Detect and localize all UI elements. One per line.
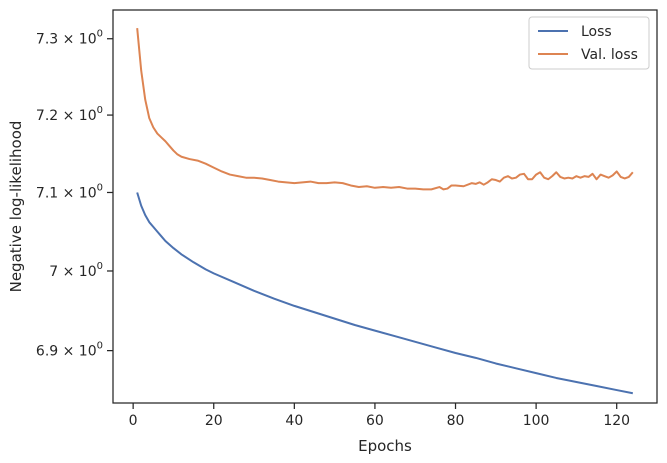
y-axis: 6.9 × 100 7 × 100 7.1 × 100 7.2 × 100 7.3 × … [36,29,113,360]
x-axis: 0 20 40 60 80 100 120 [129,403,630,429]
series-line-val-loss [136,28,634,191]
y-tick-label: 7.2 × 100 [36,105,103,124]
y-tick-label: 6.9 × 100 [36,341,103,360]
x-tick-label: 40 [285,413,303,429]
x-tick-label: 80 [447,413,465,429]
series-line-loss [136,192,634,395]
x-tick-label: 60 [366,413,384,429]
y-tick-label: 7.1 × 100 [36,182,103,201]
x-axis-label: Epochs [358,437,412,455]
y-tick-label: 7 × 100 [49,261,103,280]
legend-label-val-loss: Val. loss [581,47,638,63]
x-tick-label: 20 [205,413,223,429]
x-tick-label: 0 [129,413,138,429]
x-tick-label: 100 [523,413,550,429]
y-axis-label: Negative log-likelihood [7,121,25,293]
legend-label-loss: Loss [581,24,612,40]
legend: Loss Val. loss [528,16,650,70]
x-tick-label: 120 [603,413,630,429]
y-tick-label: 7.3 × 100 [36,29,103,48]
plot-area [136,28,634,395]
plot-frame [112,9,658,404]
